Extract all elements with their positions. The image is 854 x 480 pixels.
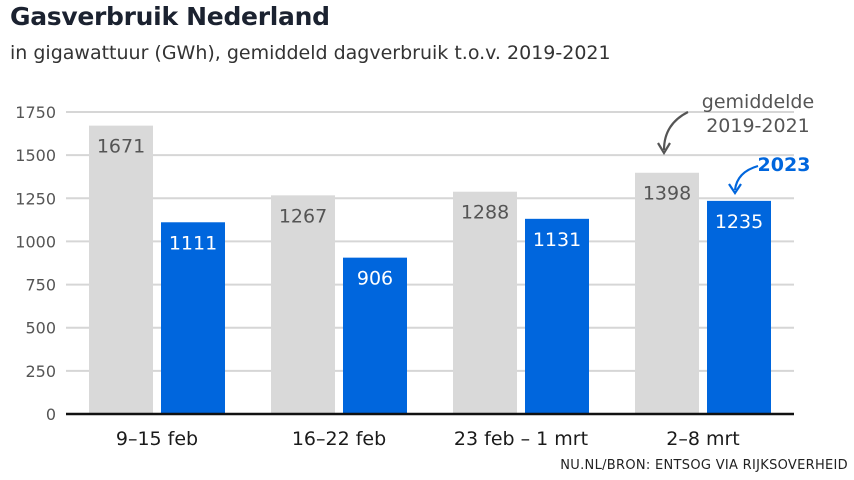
data-label: 1111: [169, 232, 217, 254]
annotation-baseline-line1: gemiddelde: [702, 91, 814, 113]
chart-title: Gasverbruik Nederland: [10, 2, 330, 31]
data-label: 1288: [461, 202, 509, 224]
y-tick-label: 1250: [15, 189, 56, 208]
bar-baseline: [453, 191, 517, 414]
bars: [89, 125, 771, 414]
data-label: 1131: [533, 229, 581, 251]
y-axis-ticks: 0 250 500 750 1000 1250 1500 1750: [15, 103, 56, 424]
data-labels: 1671 1111 1267 906 1288 1131 1398 1235: [97, 136, 763, 290]
x-category-label: 2–8 mrt: [666, 428, 740, 450]
y-tick-label: 250: [25, 362, 56, 381]
arrowhead-baseline-icon: [657, 142, 671, 156]
data-label: 906: [357, 268, 393, 290]
bar-baseline: [89, 125, 153, 414]
annotation-current: 2023: [758, 154, 811, 176]
bar-2023: [343, 257, 407, 414]
y-tick-label: 500: [25, 319, 56, 338]
data-label: 1398: [643, 183, 691, 205]
bar-2023: [707, 200, 771, 414]
source-note: NU.NL/BRON: ENTSOG VIA RIJKSOVERHEID: [560, 458, 848, 473]
data-label: 1671: [97, 136, 145, 158]
y-tick-label: 1500: [15, 146, 56, 165]
y-tick-label: 750: [25, 276, 56, 295]
arrowhead-current-icon: [728, 183, 742, 195]
x-category-label: 16–22 feb: [292, 428, 386, 450]
annotation-baseline-line2: 2019-2021: [706, 115, 810, 137]
x-category-label: 23 feb – 1 mrt: [454, 428, 588, 450]
x-category-label: 9–15 feb: [116, 428, 198, 450]
data-label: 1267: [279, 205, 327, 227]
bar-2023: [161, 222, 225, 414]
chart-subtitle: in gigawattuur (GWh), gemiddeld dagverbr…: [10, 42, 611, 64]
y-tick-label: 0: [46, 405, 56, 424]
category-labels: 9–15 feb 16–22 feb 23 feb – 1 mrt 2–8 mrt: [116, 428, 740, 450]
bar-baseline: [271, 195, 335, 414]
annotations: gemiddelde 2019-2021 2023: [657, 91, 814, 195]
bar-baseline: [635, 172, 699, 414]
data-label: 1235: [715, 211, 763, 233]
arrow-current-icon: [733, 164, 759, 191]
arrow-baseline-icon: [662, 111, 689, 151]
bar-2023: [525, 218, 589, 414]
y-tick-label: 1000: [15, 232, 56, 251]
y-tick-label: 1750: [15, 103, 56, 122]
